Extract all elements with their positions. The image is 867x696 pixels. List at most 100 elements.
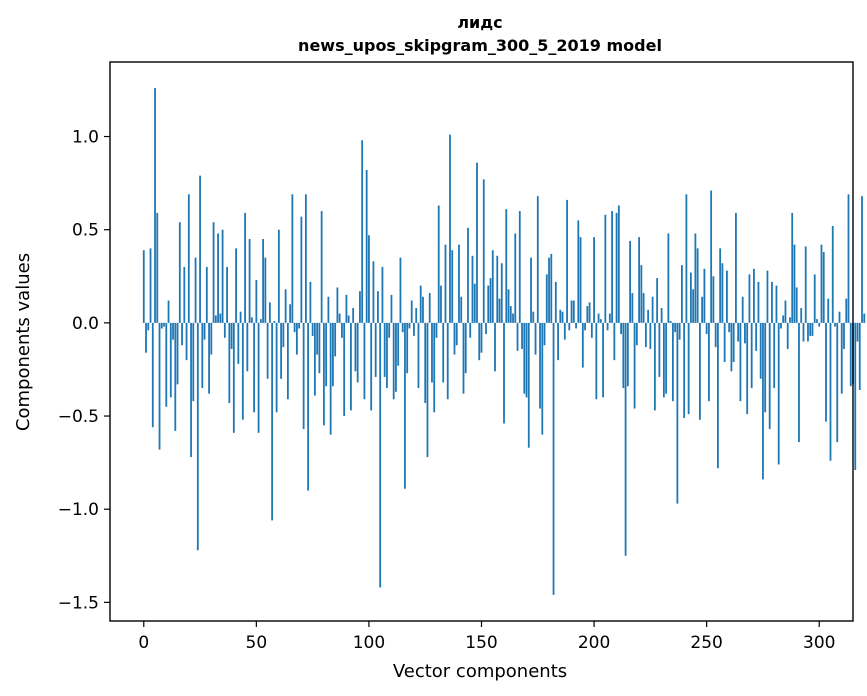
bar xyxy=(532,311,535,323)
bar xyxy=(482,179,485,323)
x-tick-label: 50 xyxy=(246,633,268,653)
bar xyxy=(635,322,638,346)
bar xyxy=(219,313,222,323)
bar xyxy=(280,322,283,379)
bar xyxy=(671,322,674,402)
y-axis-label: Components values xyxy=(13,253,34,431)
bar xyxy=(816,319,818,323)
bar xyxy=(620,322,622,335)
bar xyxy=(554,281,557,323)
bar xyxy=(160,322,163,329)
bar xyxy=(392,322,395,400)
bar xyxy=(259,319,262,323)
y-tick-label: −1.0 xyxy=(58,500,99,520)
bar xyxy=(277,229,280,323)
bar xyxy=(608,313,611,323)
bar xyxy=(834,322,836,327)
bar xyxy=(167,300,170,323)
bar xyxy=(705,322,708,335)
bar xyxy=(309,281,312,323)
bar xyxy=(230,322,233,349)
bar xyxy=(379,322,382,588)
bar xyxy=(658,322,661,377)
bar xyxy=(363,322,366,400)
bar xyxy=(629,240,631,323)
bar xyxy=(341,322,343,338)
bar xyxy=(300,216,303,323)
x-tick-label: 300 xyxy=(803,633,835,653)
y-axis: −1.5 −1.0 −0.5 0.0 0.5 1.0 xyxy=(58,128,110,613)
bar xyxy=(361,140,364,323)
bar xyxy=(399,257,402,323)
bar xyxy=(426,322,429,458)
bar xyxy=(253,322,255,413)
bar xyxy=(325,322,328,387)
y-tick-label: 0.5 xyxy=(72,221,99,241)
bar xyxy=(467,227,469,323)
bar xyxy=(473,283,476,323)
bar xyxy=(165,322,168,407)
bar xyxy=(820,244,823,323)
bar xyxy=(507,289,510,323)
bar xyxy=(404,322,406,489)
bar xyxy=(395,322,397,392)
bar xyxy=(750,322,753,389)
bar xyxy=(579,237,582,323)
bar xyxy=(347,315,350,323)
bar xyxy=(142,250,145,323)
bar xyxy=(446,322,449,400)
bar xyxy=(237,322,240,364)
bar xyxy=(264,257,267,323)
bar xyxy=(611,211,613,323)
bar xyxy=(557,322,559,361)
bar xyxy=(503,322,505,424)
bar xyxy=(606,322,609,331)
bar xyxy=(223,322,226,338)
bar xyxy=(151,322,154,428)
bar xyxy=(190,322,192,458)
bar xyxy=(174,322,177,431)
bar xyxy=(487,285,490,323)
bar xyxy=(336,287,339,323)
bar xyxy=(388,322,391,338)
x-tick-label: 100 xyxy=(353,633,385,653)
bar xyxy=(433,322,436,413)
bar xyxy=(268,302,271,323)
bar xyxy=(647,309,650,323)
bar xyxy=(329,322,332,435)
bar xyxy=(149,248,152,323)
bar xyxy=(683,322,686,418)
x-tick-label: 150 xyxy=(465,633,497,653)
bar xyxy=(368,235,370,323)
bar xyxy=(804,246,807,323)
bar xyxy=(491,250,494,323)
bar xyxy=(158,322,161,450)
bar xyxy=(424,322,427,403)
bar xyxy=(843,322,845,349)
bar xyxy=(541,322,544,435)
bar xyxy=(791,212,794,323)
bar xyxy=(737,322,740,342)
bar xyxy=(642,293,645,323)
bar xyxy=(289,304,292,323)
bar xyxy=(431,322,433,383)
bar xyxy=(345,294,348,323)
bar xyxy=(386,322,388,389)
bar xyxy=(196,322,199,551)
bar xyxy=(187,194,190,323)
bar xyxy=(840,322,843,394)
x-axis: 0 50 100 150 200 250 300 xyxy=(138,621,835,653)
bar xyxy=(764,322,767,413)
bar xyxy=(435,322,438,338)
bar xyxy=(469,322,472,338)
bar xyxy=(350,322,352,411)
bar xyxy=(365,170,368,323)
bar xyxy=(514,233,517,323)
bar xyxy=(489,278,492,323)
bar xyxy=(178,222,181,323)
bar xyxy=(512,313,514,323)
bar xyxy=(807,322,809,342)
bar xyxy=(534,322,537,355)
